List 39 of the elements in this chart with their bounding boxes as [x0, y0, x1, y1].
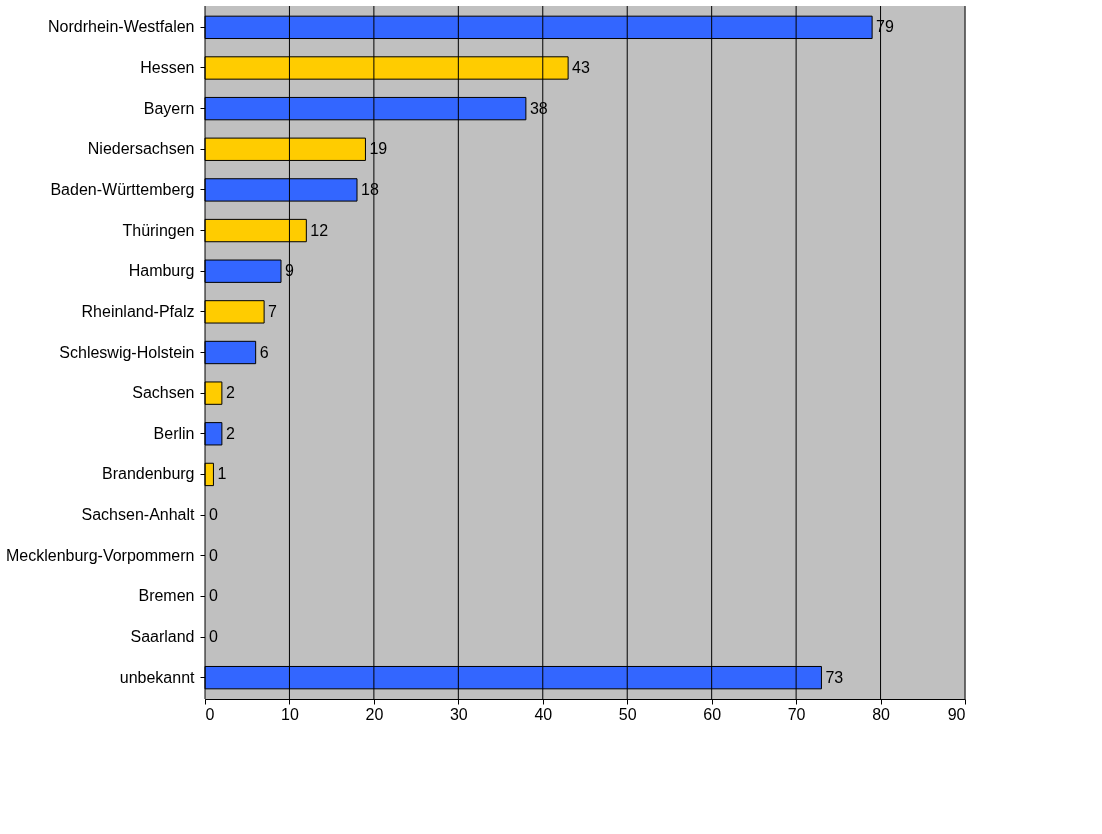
data-label: 6 — [259, 343, 269, 361]
y-tick-label: Bremen — [138, 587, 195, 605]
x-tick-label: 40 — [534, 705, 553, 723]
data-label: 2 — [225, 384, 235, 402]
data-label: 73 — [825, 668, 844, 686]
y-tick-label: Hamburg — [128, 262, 195, 280]
y-tick-label: Saarland — [130, 628, 195, 646]
data-label: 43 — [572, 58, 591, 76]
data-label: 0 — [209, 546, 218, 564]
y-tick-label: Nordrhein-Westfalen — [48, 18, 195, 36]
y-tick-label: Berlin — [153, 424, 195, 442]
data-label: 1 — [217, 465, 227, 483]
x-tick-label: 10 — [281, 705, 299, 723]
y-tick-label: Hessen — [140, 58, 195, 76]
y-tick-label: unbekannt — [119, 668, 196, 686]
y-tick-label: Bayern — [143, 99, 195, 117]
y-tick-label: Thüringen — [122, 221, 195, 239]
x-tick-label: 50 — [618, 705, 637, 723]
data-label: 0 — [209, 587, 218, 605]
x-tick-label: 70 — [787, 705, 806, 723]
data-label: 7 — [268, 302, 278, 320]
y-tick-label: Sachsen — [132, 384, 195, 402]
y-tick-label: Baden-Württemberg — [50, 180, 195, 198]
x-tick-label: 90 — [947, 705, 966, 723]
x-tick-label: 80 — [872, 705, 891, 723]
y-tick-label: Brandenburg — [101, 465, 195, 483]
data-label: 12 — [310, 221, 329, 239]
x-tick-label: 20 — [365, 705, 384, 723]
x-tick-label: 60 — [703, 705, 722, 723]
data-label: 0 — [209, 506, 218, 524]
y-tick-label: Niedersachsen — [87, 140, 195, 158]
y-tick-label: Mecklenburg-Vorpommern — [5, 546, 195, 564]
y-tick-label: Sachsen-Anhalt — [81, 506, 196, 524]
y-tick-label: Rheinland-Pfalz — [81, 302, 195, 320]
data-label: 0 — [209, 628, 218, 646]
x-tick-label: 30 — [449, 705, 468, 723]
data-label: 2 — [225, 424, 235, 442]
x-tick-label: 0 — [205, 705, 215, 723]
y-tick-label: Schleswig-Holstein — [59, 343, 195, 361]
